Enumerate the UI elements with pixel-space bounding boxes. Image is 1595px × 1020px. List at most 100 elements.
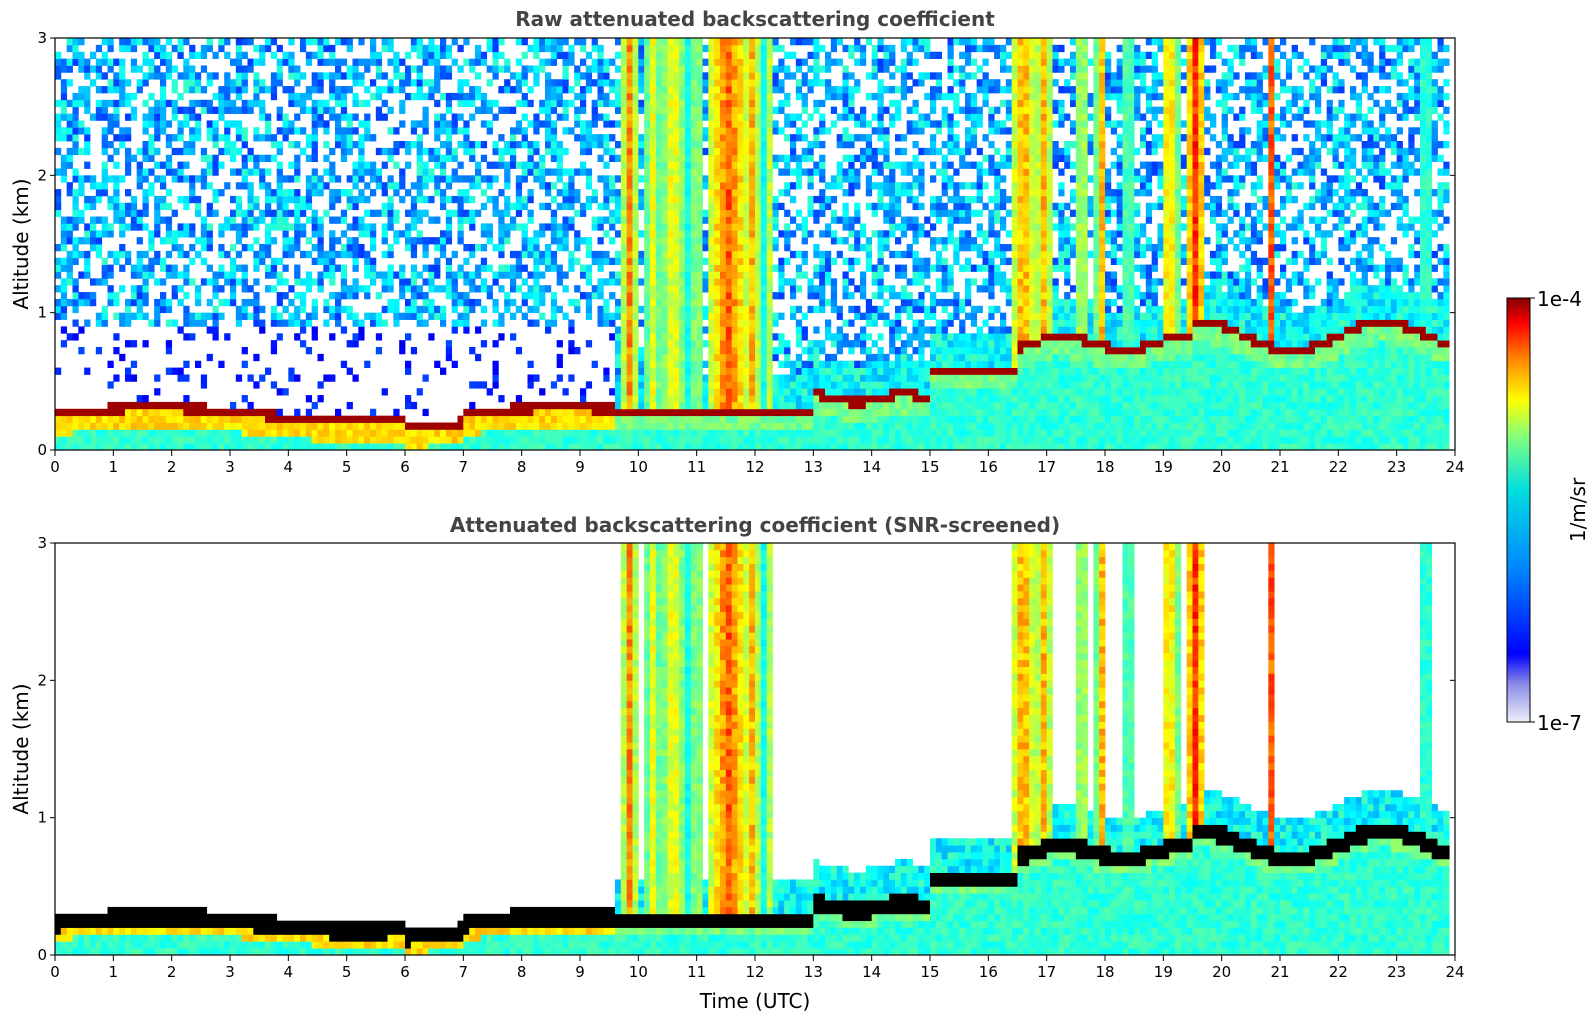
heatmap-cell xyxy=(667,168,674,176)
heatmap-cell xyxy=(235,422,243,430)
heatmap-cell xyxy=(189,182,196,190)
heatmap-cell xyxy=(644,106,651,114)
heatmap-cell xyxy=(195,79,202,87)
heatmap-cell xyxy=(813,38,820,46)
heatmap-cell xyxy=(766,79,773,87)
heatmap-cell xyxy=(819,381,826,389)
heatmap-cell xyxy=(562,312,569,320)
heatmap-cell xyxy=(521,264,528,272)
heatmap-cell xyxy=(690,141,698,149)
heatmap-cell xyxy=(550,443,558,450)
heatmap-cell xyxy=(136,257,143,265)
heatmap-cell xyxy=(714,312,721,320)
heatmap-cell xyxy=(696,388,703,396)
heatmap-cell xyxy=(154,230,161,238)
heatmap-cell xyxy=(673,65,680,73)
heatmap-cell xyxy=(574,237,581,245)
heatmap-cell xyxy=(626,223,633,231)
heatmap-cell xyxy=(603,58,610,66)
heatmap-cell xyxy=(778,189,785,197)
heatmap-cell xyxy=(819,154,826,162)
heatmap-cell xyxy=(626,271,633,279)
heatmap-cell xyxy=(130,340,138,348)
heatmap-cell xyxy=(755,326,762,334)
heatmap-cell xyxy=(463,443,470,450)
heatmap-cell xyxy=(148,182,155,190)
heatmap-cell xyxy=(690,401,698,410)
heatmap-cell xyxy=(685,353,692,362)
heatmap-cell xyxy=(393,65,400,73)
heatmap-cell xyxy=(755,113,762,121)
heatmap-cell xyxy=(189,134,196,142)
heatmap-cell xyxy=(183,195,190,204)
heatmap-cell xyxy=(300,202,307,211)
heatmap-cell xyxy=(679,360,686,368)
heatmap-cell xyxy=(160,106,167,114)
heatmap-cell xyxy=(527,209,534,217)
heatmap-cell xyxy=(90,408,97,417)
heatmap-cell xyxy=(749,257,756,265)
heatmap-cell xyxy=(294,189,301,197)
heatmap-cell xyxy=(317,182,324,190)
heatmap-cell xyxy=(743,422,750,430)
heatmap-cell xyxy=(247,209,254,217)
heatmap-cell xyxy=(679,340,686,348)
heatmap-cell xyxy=(696,38,703,46)
heatmap-cell xyxy=(720,237,727,245)
heatmap-cell xyxy=(731,305,738,314)
heatmap-cell xyxy=(690,298,698,307)
heatmap-cell xyxy=(690,161,698,169)
heatmap-cell xyxy=(620,92,628,101)
heatmap-cell xyxy=(690,312,698,320)
heatmap-cell xyxy=(609,237,616,245)
heatmap-cell xyxy=(673,374,680,382)
heatmap-cell xyxy=(230,408,237,417)
heatmap-cell xyxy=(195,429,202,437)
heatmap-cell xyxy=(609,216,616,224)
heatmap-cell xyxy=(154,216,161,224)
heatmap-cell xyxy=(387,38,394,46)
heatmap-cell xyxy=(737,141,744,149)
heatmap-cell xyxy=(241,395,248,403)
heatmap-cell xyxy=(521,443,528,450)
heatmap-cell xyxy=(795,443,803,450)
heatmap-cell xyxy=(626,257,633,265)
heatmap-cell xyxy=(825,257,832,265)
heatmap-cell xyxy=(545,106,552,114)
heatmap-cell xyxy=(72,422,79,430)
heatmap-cell xyxy=(632,189,639,197)
heatmap-cell xyxy=(778,395,785,403)
heatmap-cell xyxy=(329,86,336,94)
heatmap-cell xyxy=(475,86,482,94)
heatmap-cell xyxy=(200,319,208,327)
heatmap-cell xyxy=(708,237,715,245)
heatmap-cell xyxy=(323,374,330,382)
heatmap-cell xyxy=(650,415,657,423)
heatmap-cell xyxy=(113,86,120,94)
heatmap-cell xyxy=(755,120,762,128)
heatmap-cell xyxy=(457,209,464,217)
heatmap-cell xyxy=(381,86,388,94)
heatmap-cell xyxy=(673,333,680,341)
heatmap-cell xyxy=(142,278,149,286)
heatmap-cell xyxy=(422,244,429,252)
heatmap-cell xyxy=(755,79,762,87)
heatmap-cell xyxy=(416,319,423,327)
heatmap-cell xyxy=(749,312,756,320)
heatmap-cell xyxy=(480,408,488,417)
heatmap-cell xyxy=(527,319,534,327)
heatmap-cell xyxy=(463,127,470,135)
heatmap-cell xyxy=(720,134,727,142)
heatmap-cell xyxy=(807,340,814,348)
heatmap-cell xyxy=(410,195,418,204)
heatmap-cell xyxy=(574,285,581,293)
heatmap-cell xyxy=(731,347,738,355)
heatmap-cell xyxy=(84,147,91,156)
heatmap-cell xyxy=(224,106,231,114)
heatmap-cell xyxy=(725,326,733,334)
heatmap-cell xyxy=(825,58,832,66)
heatmap-cell xyxy=(603,278,610,286)
heatmap-cell xyxy=(661,326,668,334)
heatmap-cell xyxy=(615,326,622,334)
heatmap-cell xyxy=(434,182,441,190)
